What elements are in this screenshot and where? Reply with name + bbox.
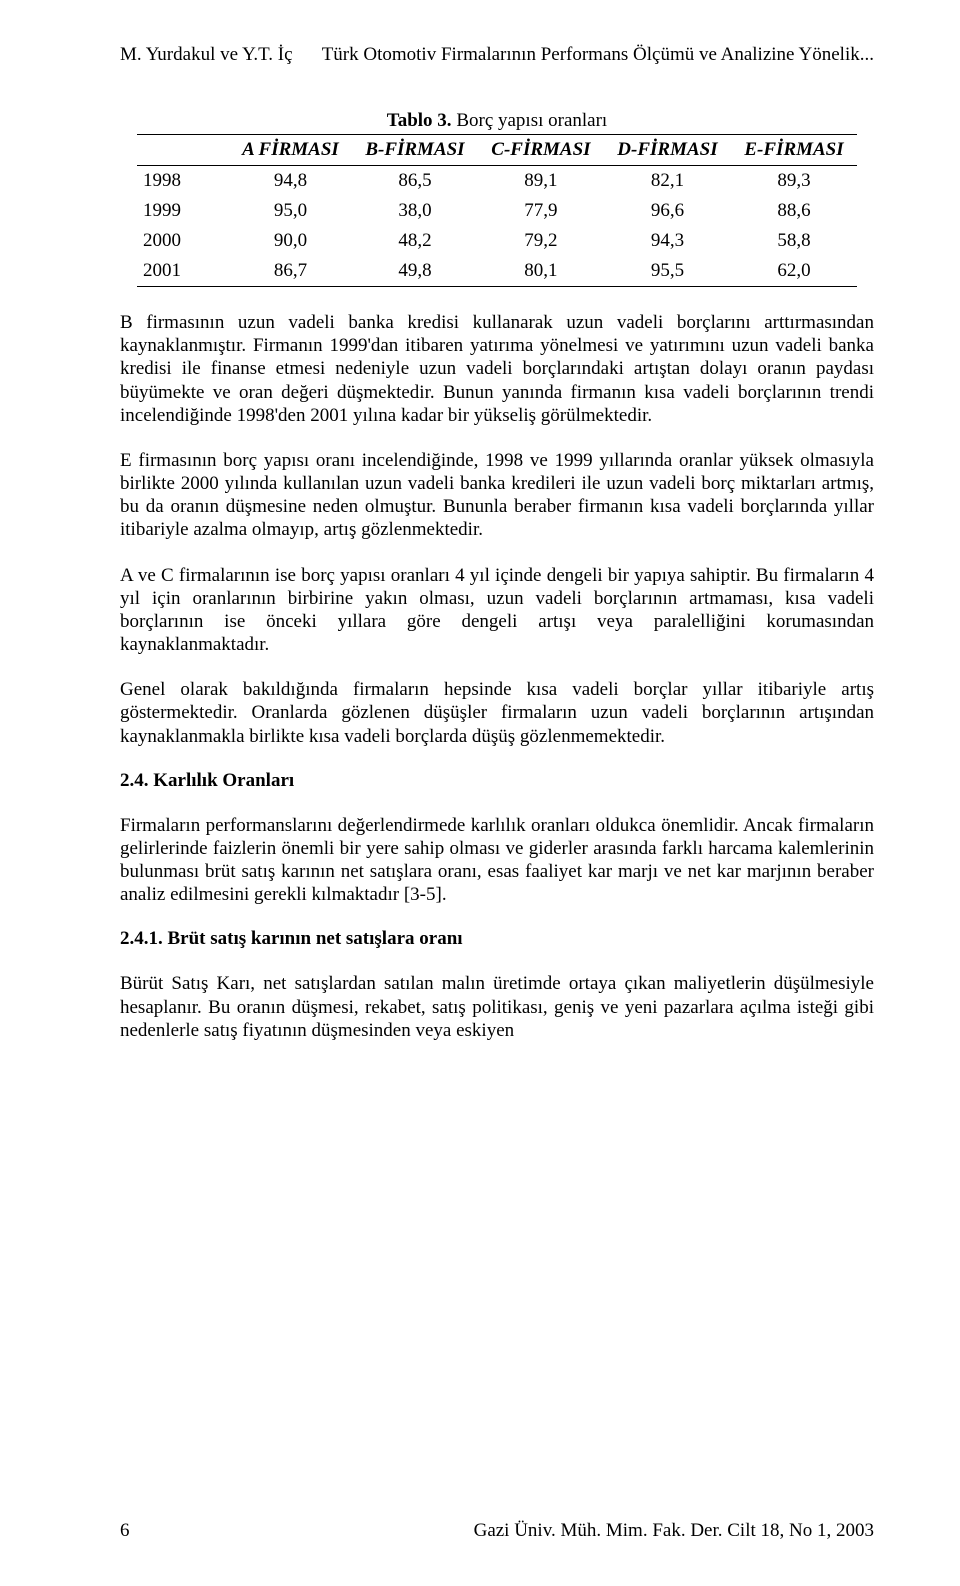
section-heading: 2.4.1. Brüt satış karının net satışlara …: [120, 928, 874, 950]
table-cell: 1999: [137, 196, 229, 226]
table-caption-prefix: Tablo 3.: [387, 110, 452, 131]
table-header-row: A FİRMASI B-FİRMASI C-FİRMASI D-FİRMASI …: [137, 135, 857, 166]
table-header-cell: B-FİRMASI: [352, 135, 478, 166]
table-cell: 89,1: [478, 166, 604, 197]
page-header: M. Yurdakul ve Y.T. İç Türk Otomotiv Fir…: [120, 44, 874, 66]
table-cell: 49,8: [352, 256, 478, 287]
table-cell: 88,6: [731, 196, 857, 226]
table-cell: 94,8: [229, 166, 352, 197]
body-paragraph: Bürüt Satış Karı, net satışlardan satıla…: [120, 972, 874, 1042]
table-caption-title: Borç yapısı oranları: [452, 110, 608, 131]
table-header-cell: C-FİRMASI: [478, 135, 604, 166]
table-row: 2000 90,0 48,2 79,2 94,3 58,8: [137, 226, 857, 256]
header-right: Türk Otomotiv Firmalarının Performans Öl…: [322, 44, 874, 66]
body-paragraph: Firmaların performanslarını değerlendirm…: [120, 814, 874, 907]
table-cell: 86,7: [229, 256, 352, 287]
table-cell: 79,2: [478, 226, 604, 256]
table-header-cell: A FİRMASI: [229, 135, 352, 166]
table-header-cell: [137, 135, 229, 166]
footer-page-number: 6: [120, 1520, 130, 1542]
body-paragraph: E firmasının borç yapısı oranı incelendi…: [120, 449, 874, 542]
body-paragraph: B firmasının uzun vadeli banka kredisi k…: [120, 311, 874, 427]
debt-structure-table: A FİRMASI B-FİRMASI C-FİRMASI D-FİRMASI …: [137, 134, 857, 287]
table-cell: 80,1: [478, 256, 604, 287]
table-cell: 2000: [137, 226, 229, 256]
table-header-cell: D-FİRMASI: [604, 135, 731, 166]
table-cell: 58,8: [731, 226, 857, 256]
table-cell: 90,0: [229, 226, 352, 256]
table-cell: 94,3: [604, 226, 731, 256]
header-left: M. Yurdakul ve Y.T. İç: [120, 44, 293, 66]
table-cell: 62,0: [731, 256, 857, 287]
table-cell: 89,3: [731, 166, 857, 197]
page-footer: 6 Gazi Üniv. Müh. Mim. Fak. Der. Cilt 18…: [120, 1520, 874, 1542]
table-cell: 95,5: [604, 256, 731, 287]
table-cell: 82,1: [604, 166, 731, 197]
table-cell: 77,9: [478, 196, 604, 226]
body-paragraph: A ve C firmalarının ise borç yapısı oran…: [120, 564, 874, 657]
table-cell: 2001: [137, 256, 229, 287]
table-cell: 38,0: [352, 196, 478, 226]
table-cell: 95,0: [229, 196, 352, 226]
table-header-cell: E-FİRMASI: [731, 135, 857, 166]
section-heading: 2.4. Karlılık Oranları: [120, 770, 874, 792]
table-cell: 48,2: [352, 226, 478, 256]
table-row: 1999 95,0 38,0 77,9 96,6 88,6: [137, 196, 857, 226]
footer-right: Gazi Üniv. Müh. Mim. Fak. Der. Cilt 18, …: [474, 1520, 874, 1542]
table-row: 2001 86,7 49,8 80,1 95,5 62,0: [137, 256, 857, 287]
table-cell: 86,5: [352, 166, 478, 197]
table-cell: 96,6: [604, 196, 731, 226]
table-caption: Tablo 3. Borç yapısı oranları: [120, 110, 874, 134]
table-cell: 1998: [137, 166, 229, 197]
body-paragraph: Genel olarak bakıldığında firmaların hep…: [120, 678, 874, 748]
table-row: 1998 94,8 86,5 89,1 82,1 89,3: [137, 166, 857, 197]
